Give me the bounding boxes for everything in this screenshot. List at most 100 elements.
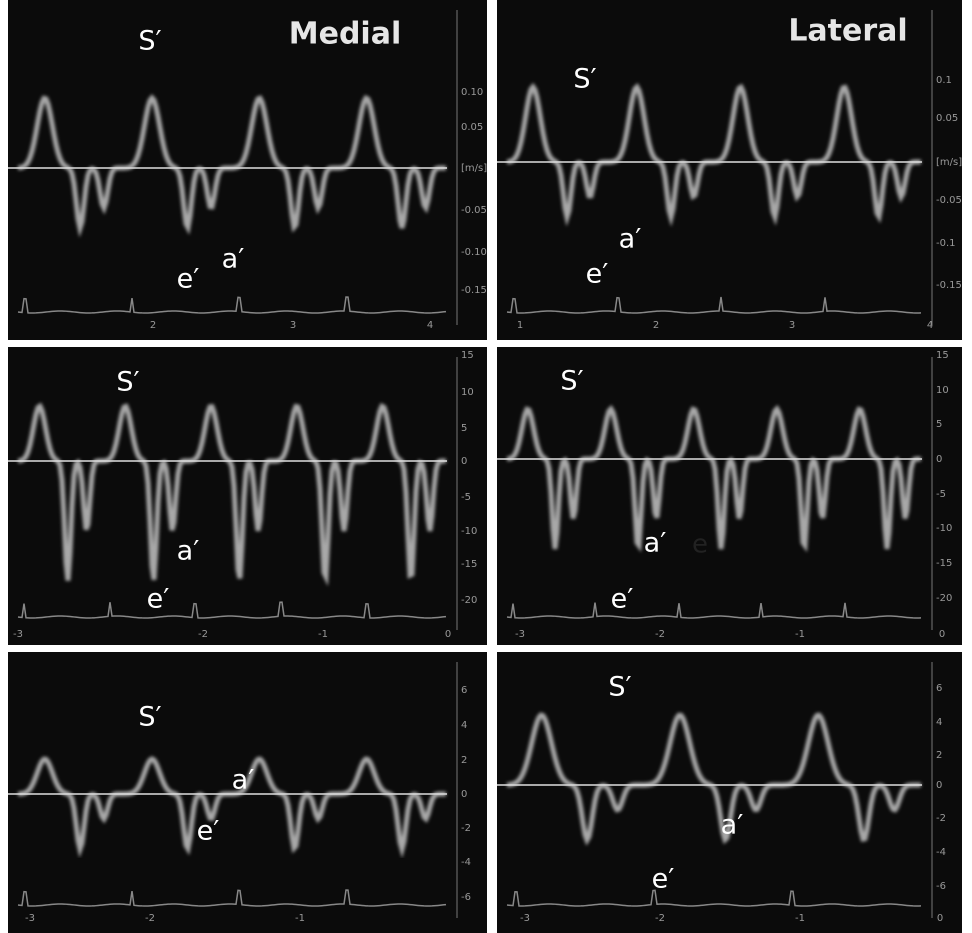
waveform [506, 82, 921, 227]
y-tick-label: -4 [936, 847, 946, 858]
doppler-panel: 0.1 0.05 [m/s] -0.05 -0.1 -0.15 1 2 3 4 Lateral S′ a… [497, 0, 962, 340]
panel-title: Lateral [788, 14, 907, 49]
y-tick-label: [m/s] [461, 163, 487, 174]
y-tick-label: 2 [461, 755, 467, 766]
y-tick-label: 0 [936, 454, 942, 465]
panel-background [497, 652, 962, 933]
y-tick-label: -20 [936, 593, 952, 604]
x-tick-label: 4 [927, 320, 933, 331]
x-tick-label: -3 [25, 913, 35, 924]
wave-label: a′ [177, 536, 200, 567]
y-tick-label: 0.10 [461, 87, 483, 98]
wave-label: a′ [232, 765, 255, 796]
y-tick-label: 10 [461, 387, 474, 398]
y-tick-label: 0 [461, 456, 467, 467]
y-tick-label: 5 [936, 419, 942, 430]
panel-background [497, 0, 962, 340]
y-tick-label: 0.05 [461, 122, 483, 133]
x-tick-label: -1 [295, 913, 305, 924]
y-tick-label: 4 [461, 720, 467, 731]
wave-label: S′ [573, 64, 596, 95]
y-tick-label: 5 [461, 423, 467, 434]
y-tick-label: -6 [936, 881, 946, 892]
waveform [506, 712, 921, 846]
y-tick-label: -20 [461, 595, 477, 606]
x-tick-label: 3 [789, 320, 795, 331]
ecg-trace [17, 601, 447, 619]
y-tick-label: -10 [936, 523, 952, 534]
y-tick-label: -15 [461, 559, 477, 570]
ecg-trace [17, 296, 447, 314]
ecg-trace [17, 889, 447, 907]
x-tick-label: -3 [515, 629, 525, 640]
y-tick-label: -2 [461, 823, 471, 834]
x-tick-label: -2 [145, 913, 155, 924]
x-tick-label: 2 [653, 320, 659, 331]
y-tick-label: 15 [936, 350, 949, 361]
y-tick-label: -4 [461, 857, 471, 868]
y-tick-label: 6 [461, 685, 467, 696]
x-tick-label: 0 [445, 629, 451, 640]
y-tick-label: -0.15 [936, 280, 962, 291]
wave-label: e′ [611, 584, 634, 615]
y-tick-label: -5 [936, 489, 946, 500]
wave-label: a′ [721, 810, 744, 841]
x-tick-label: 4 [427, 320, 433, 331]
x-tick-label: 0 [937, 913, 943, 924]
waveform [17, 756, 446, 859]
y-tick-label: 6 [936, 683, 942, 694]
wave-label: e′ [197, 816, 220, 847]
wave-label: S′ [138, 26, 161, 57]
x-tick-label: -1 [795, 629, 805, 640]
x-tick-label: -1 [318, 629, 328, 640]
x-tick-label: -2 [655, 913, 665, 924]
x-tick-label: -2 [198, 629, 208, 640]
y-tick-label: [m/s] [936, 157, 962, 168]
y-tick-label: -0.05 [461, 205, 487, 216]
x-tick-label: 1 [517, 320, 523, 331]
y-tick-label: 15 [461, 350, 474, 361]
wave-label: S′ [138, 702, 161, 733]
wave-label: S′ [116, 367, 139, 398]
wave-label: a′ [619, 224, 642, 255]
x-tick-label: 3 [290, 320, 296, 331]
waveform [17, 402, 447, 587]
doppler-panel: 0.10 0.05 [m/s] -0.05 -0.10 -0.15 2 3 4 Medial S′ a… [8, 0, 487, 340]
y-tick-label: -0.10 [461, 247, 487, 258]
doppler-panel: 6 4 2 0 -2 -4 -6 -3 -2 -1 S′ a′ e′ [8, 652, 487, 933]
ecg-trace [506, 889, 922, 907]
wave-label: a′ [222, 244, 245, 275]
x-tick-label: -1 [795, 913, 805, 924]
y-tick-label: 0 [936, 780, 942, 791]
wave-label: e′ [652, 864, 675, 895]
y-tick-label: -5 [461, 492, 471, 503]
y-tick-label: -0.1 [936, 238, 956, 249]
y-tick-label: -2 [936, 813, 946, 824]
wave-label: e′ [586, 259, 609, 290]
ecg-trace [506, 296, 922, 314]
x-tick-label: -2 [655, 629, 665, 640]
waveform [17, 94, 446, 238]
x-tick-label: -3 [13, 629, 23, 640]
ecg-trace [506, 602, 922, 619]
y-tick-label: 0 [461, 789, 467, 800]
y-tick-label: -10 [461, 526, 477, 537]
doppler-panel: 6 4 2 0 -2 -4 -6 -3 -2 -1 0 S′ a′ e′ [497, 652, 962, 933]
wave-label: e′ [147, 584, 170, 615]
x-tick-label: 2 [150, 320, 156, 331]
y-tick-label: 2 [936, 750, 942, 761]
y-tick-label: 10 [936, 385, 949, 396]
x-tick-label: -3 [520, 913, 530, 924]
wave-label: S′ [560, 366, 583, 397]
y-tick-label: -15 [936, 558, 952, 569]
y-tick-label: 0.05 [936, 113, 958, 124]
wave-label: e′ [177, 264, 200, 295]
stray-label: e [692, 530, 708, 560]
y-tick-label: -0.15 [461, 285, 487, 296]
panel-background [8, 652, 487, 933]
wave-label: a′ [644, 528, 667, 559]
y-tick-label: -6 [461, 892, 471, 903]
panel-title: Medial [289, 17, 402, 52]
